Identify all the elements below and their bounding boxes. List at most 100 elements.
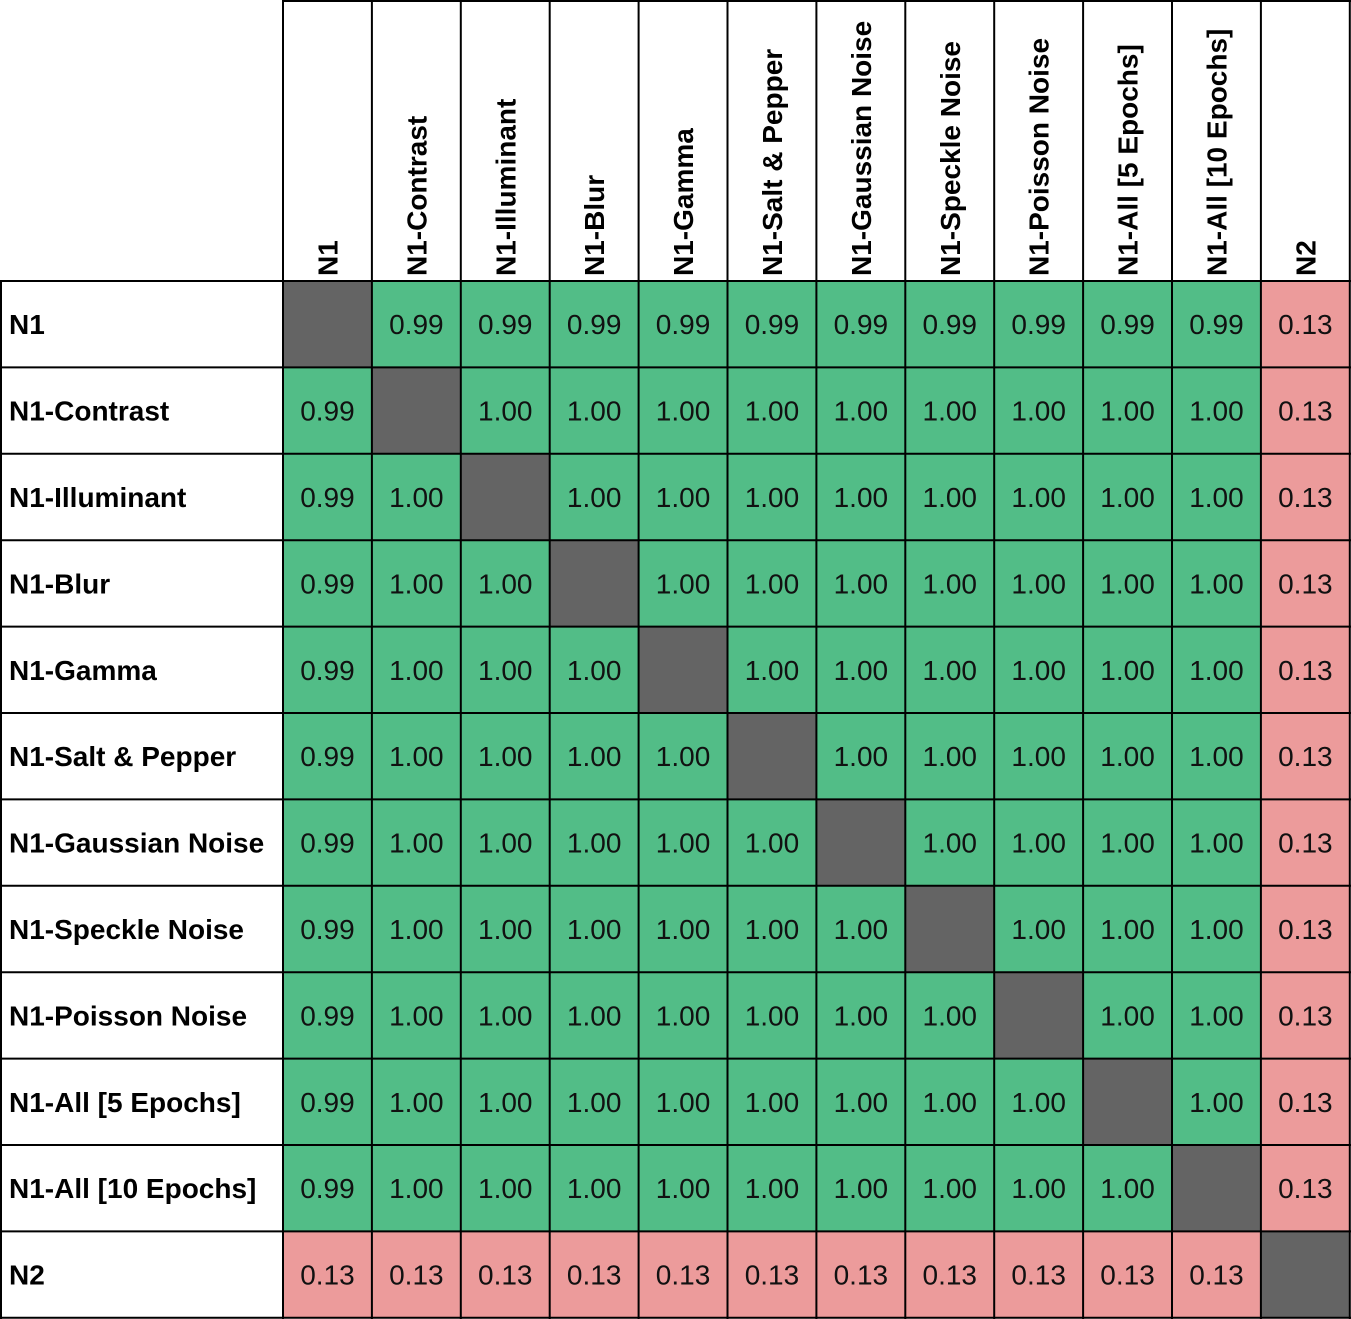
heatmap-cell (549, 972, 639, 1059)
heatmap-cell (905, 799, 995, 886)
cell-value: 1.00 (656, 1000, 711, 1031)
diagonal-cell (905, 885, 995, 973)
heatmap-cell (460, 1231, 550, 1318)
cell-value: 1.00 (1011, 396, 1066, 427)
heatmap-cell (1083, 713, 1172, 800)
heatmap-cell (816, 713, 906, 800)
cell-value: 1.00 (567, 1173, 622, 1204)
cell-value: 1.00 (478, 1173, 533, 1204)
cell-value: 0.13 (1278, 1087, 1333, 1118)
heatmap-cell (549, 1231, 639, 1318)
row-header: N1-Gaussian Noise (9, 828, 264, 859)
heatmap-cell (1083, 367, 1172, 454)
heatmap-cell (1083, 885, 1172, 973)
heatmap-cell (549, 626, 639, 713)
heatmap-cell (905, 540, 995, 627)
heatmap-cell (460, 713, 550, 800)
cell-value: 1.00 (745, 1173, 800, 1204)
heatmap-cell (1172, 1231, 1261, 1318)
cell-value: 1.00 (1189, 1000, 1244, 1031)
heatmap-cell (816, 367, 906, 454)
heatmap-cell (1083, 540, 1172, 627)
cell-value: 1.00 (1100, 828, 1155, 859)
cell-value: 1.00 (834, 1000, 889, 1031)
heatmap-cell (727, 1058, 817, 1145)
cell-value: 1.00 (1100, 568, 1155, 599)
cell-value: 1.00 (567, 914, 622, 945)
heatmap-cell (816, 1145, 906, 1232)
cell-value: 0.13 (1100, 1260, 1155, 1291)
heatmap-cell (727, 626, 817, 713)
cell-value: 0.13 (1278, 568, 1333, 599)
cell-value: 1.00 (1189, 482, 1244, 513)
cell-value: 1.00 (478, 828, 533, 859)
cell-value: 1.00 (478, 1000, 533, 1031)
diagonal-cell (460, 453, 550, 541)
heatmap-cell (1260, 799, 1350, 886)
cell-value: 1.00 (478, 914, 533, 945)
heatmap-cell (905, 1231, 995, 1318)
cell-value: 0.99 (300, 396, 355, 427)
cell-value: 0.13 (1011, 1260, 1066, 1291)
heatmap-cell (727, 1145, 817, 1232)
heatmap-cell (371, 540, 461, 627)
cell-value: 1.00 (745, 914, 800, 945)
cell-value: 1.00 (1100, 396, 1155, 427)
heatmap-cell (371, 453, 461, 541)
heatmap-cell (727, 281, 817, 368)
cell-value: 1.00 (567, 1000, 622, 1031)
cell-value: 1.00 (389, 655, 444, 686)
heatmap-cell (905, 626, 995, 713)
heatmap-cell (1260, 281, 1350, 368)
heatmap-cell (905, 1145, 995, 1232)
cell-value: 0.99 (300, 482, 355, 513)
cell-value: 1.00 (834, 914, 889, 945)
heatmap-cell (460, 799, 550, 886)
heatmap-cell (283, 799, 372, 886)
row-header: N1-Poisson Noise (9, 1000, 247, 1031)
heatmap-cell (816, 281, 906, 368)
cell-value: 1.00 (745, 568, 800, 599)
cell-value: 0.99 (300, 741, 355, 772)
column-header: N1-All [10 Epochs] (1201, 29, 1232, 276)
cell-value: 0.99 (300, 914, 355, 945)
heatmap-cell (1172, 367, 1261, 454)
cell-value: 0.13 (389, 1260, 444, 1291)
cell-value: 0.13 (1278, 396, 1333, 427)
cell-value: 1.00 (567, 741, 622, 772)
heatmap-cell (727, 972, 817, 1059)
cell-value: 1.00 (1189, 741, 1244, 772)
heatmap-cell (1083, 1145, 1172, 1232)
heatmap-cell (1172, 885, 1261, 973)
heatmap-cell (1260, 1058, 1350, 1145)
heatmap-cell (283, 713, 372, 800)
diagonal-cell (371, 367, 461, 454)
cell-value: 0.99 (656, 309, 711, 340)
cell-value: 0.99 (300, 1000, 355, 1031)
cell-value: 0.99 (478, 309, 533, 340)
heatmap-cell (549, 453, 639, 541)
column-header: N1-Gaussian Noise (846, 21, 877, 276)
heatmap-cell (1083, 453, 1172, 541)
heatmap-cell (371, 713, 461, 800)
column-header: N1-Contrast (401, 116, 432, 276)
cell-value: 1.00 (1189, 568, 1244, 599)
cell-value: 1.00 (478, 741, 533, 772)
heatmap-cell (283, 626, 372, 713)
cell-value: 1.00 (1011, 568, 1066, 599)
heatmap-cell (727, 885, 817, 973)
cell-value: 1.00 (1100, 1173, 1155, 1204)
heatmap-cell (905, 972, 995, 1059)
heatmap-cell (283, 1145, 372, 1232)
heatmap-cell (371, 972, 461, 1059)
row-header: N1-Gamma (9, 655, 157, 686)
cell-value: 1.00 (567, 396, 622, 427)
cell-value: 1.00 (745, 1000, 800, 1031)
cell-value: 1.00 (1100, 482, 1155, 513)
cell-value: 0.99 (567, 309, 622, 340)
heatmap-cell (1260, 972, 1350, 1059)
cell-value: 0.13 (1189, 1260, 1244, 1291)
heatmap-cell (371, 626, 461, 713)
heatmap-cell (283, 972, 372, 1059)
